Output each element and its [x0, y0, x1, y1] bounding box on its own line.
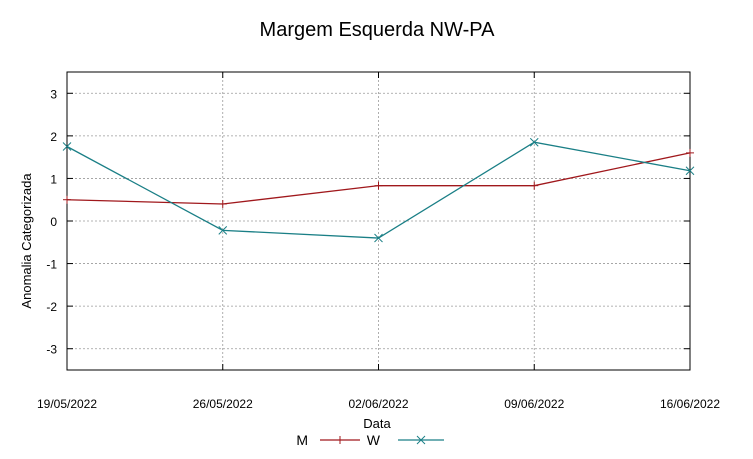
- x-tick-label: 09/06/2022: [504, 397, 564, 411]
- marker-stroke: [685, 166, 695, 176]
- y-tick-label: -2: [46, 300, 57, 314]
- marker-stroke: [218, 226, 228, 235]
- x-axis-label: Data: [363, 416, 391, 431]
- legend-label-w: W: [367, 432, 381, 448]
- series-point-m: [374, 181, 383, 190]
- x-tick-label: 19/05/2022: [37, 397, 97, 411]
- legend-marker-m: [336, 436, 344, 444]
- y-tick-label: -3: [46, 343, 57, 357]
- x-tick-label: 16/06/2022: [660, 397, 720, 411]
- series-point-w: [529, 137, 539, 147]
- legend-label-m: M: [296, 432, 308, 448]
- series-point-m: [686, 148, 694, 157]
- x-tick-label: 26/05/2022: [193, 397, 253, 411]
- series-point-w: [62, 142, 72, 151]
- series-point-m: [218, 199, 227, 208]
- y-tick-label: 2: [50, 130, 57, 144]
- series-point-w: [218, 226, 228, 235]
- y-axis-label: Anomalia Categorizada: [19, 173, 34, 309]
- grid-layer: [67, 72, 690, 370]
- y-tick-label: 3: [50, 87, 57, 101]
- series-point-m: [63, 195, 71, 204]
- y-tick-label: -1: [46, 258, 57, 272]
- legend-marker-w: [416, 435, 426, 445]
- series-point-m: [530, 181, 539, 190]
- series-point-w: [685, 166, 695, 176]
- chart-title: Margem Esquerda NW-PA: [260, 19, 496, 41]
- x-tick-label: 02/06/2022: [348, 397, 408, 411]
- marker-stroke: [374, 233, 383, 243]
- y-tick-label: 0: [50, 215, 57, 229]
- marker-stroke: [62, 142, 72, 151]
- marker-stroke: [416, 435, 426, 445]
- series-point-w: [374, 233, 383, 243]
- marker-stroke: [529, 137, 539, 147]
- y-tick-label: 1: [50, 172, 57, 186]
- series-layer: [62, 137, 695, 243]
- tick-layer: -3 -2 -1 0 1 2 3 19/05/2022 26/05/2022 02/06/2022…: [37, 72, 720, 411]
